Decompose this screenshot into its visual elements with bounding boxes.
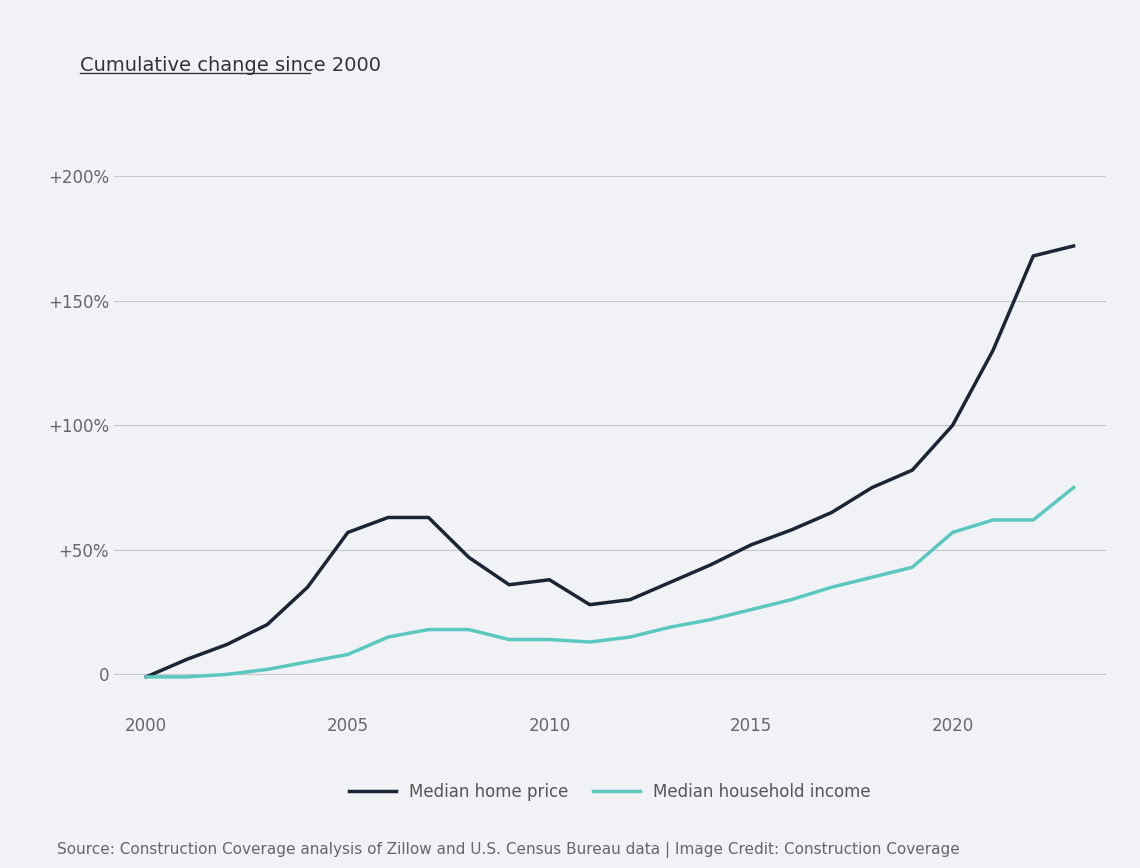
Text: Source: Construction Coverage analysis of Zillow and U.S. Census Bureau data | I: Source: Construction Coverage analysis o… (57, 842, 960, 858)
Legend: Median home price, Median household income: Median home price, Median household inco… (349, 783, 871, 801)
Text: Cumulative change since 2000: Cumulative change since 2000 (80, 56, 381, 76)
